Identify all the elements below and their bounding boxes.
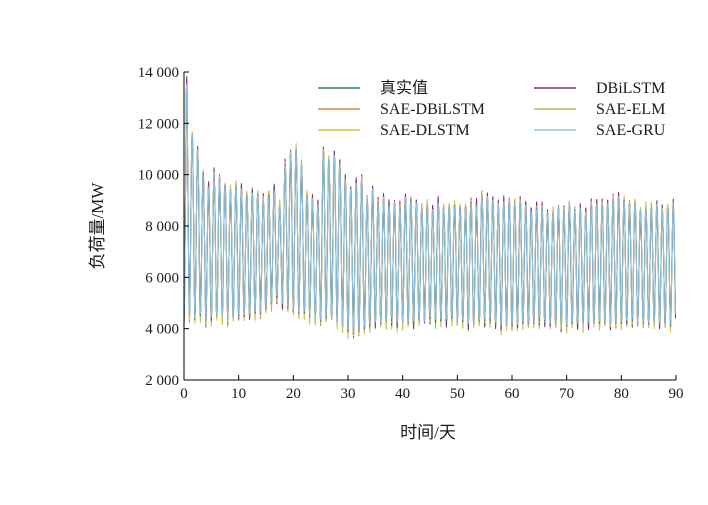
series-line xyxy=(183,84,676,334)
x-tick-label: 90 xyxy=(669,386,684,402)
legend-label: SAE-DLSTM xyxy=(380,122,470,139)
x-axis-label: 时间/天 xyxy=(400,423,456,442)
x-tick-label: 80 xyxy=(614,386,629,402)
y-axis-label: 负荷量/MW xyxy=(88,182,107,270)
plot-lines xyxy=(183,75,676,340)
x-tick-label: 60 xyxy=(505,386,520,402)
y-tick-label: 2 000 xyxy=(145,373,179,389)
x-tick-label: 0 xyxy=(180,386,188,402)
legend-label: DBiLSTM xyxy=(596,80,665,97)
x-tick-label: 10 xyxy=(231,386,246,402)
legend-label: SAE-ELM xyxy=(596,101,665,118)
legend-label: SAE-GRU xyxy=(596,122,666,139)
x-tick-label: 70 xyxy=(559,386,574,402)
y-tick-label: 4 000 xyxy=(145,322,179,338)
x-tick-label: 50 xyxy=(450,386,465,402)
ticks: 2 000 4 000 6 000 8 000 10 000 12 000 14 000 0 1… xyxy=(138,65,684,402)
y-tick-label: 6 000 xyxy=(145,270,179,286)
y-tick-label: 14 000 xyxy=(138,65,179,81)
axes xyxy=(183,72,676,381)
y-tick-label: 12 000 xyxy=(138,116,179,132)
y-tick-label: 10 000 xyxy=(138,168,179,184)
legend-label: SAE-DBiLSTM xyxy=(380,101,485,118)
legend: 真实值 SAE-DBiLSTM SAE-DLSTM DBiLSTM SAE-ELM SAE… xyxy=(318,79,666,139)
legend-label: 真实值 xyxy=(380,79,428,97)
y-tick-label: 8 000 xyxy=(145,219,179,235)
x-tick-label: 20 xyxy=(286,386,301,402)
x-tick-label: 30 xyxy=(341,386,356,402)
x-tick-label: 40 xyxy=(395,386,410,402)
